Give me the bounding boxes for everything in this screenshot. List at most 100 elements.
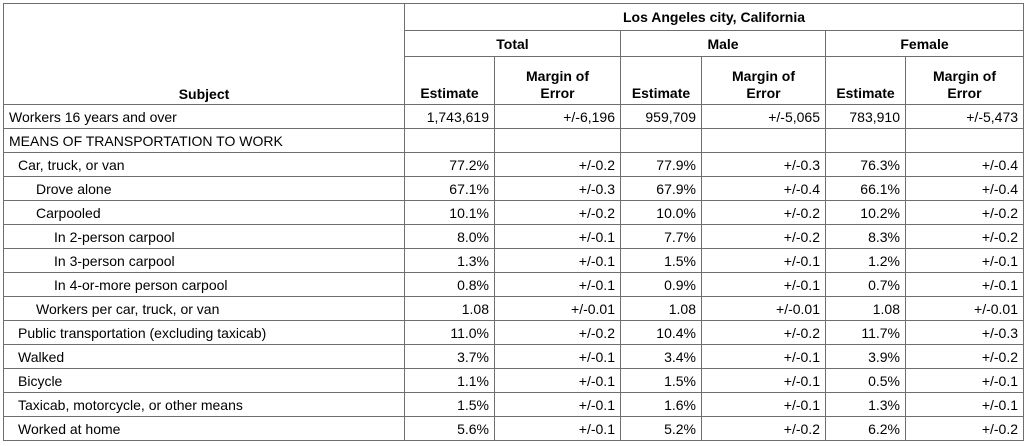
female-estimate-cell: 8.3%: [825, 224, 906, 249]
table-row: Worked at home 5.6% +/-0.1 5.2% +/-0.2 6.2% +/…: [3, 416, 1025, 441]
male-estimate-cell: 959,709: [620, 104, 702, 129]
row-label: Workers 16 years and over: [3, 104, 405, 129]
total-estimate-cell: 0.8%: [404, 272, 495, 297]
female-moe-cell: +/-0.01: [904, 296, 1025, 321]
row-label: Carpooled: [3, 200, 405, 225]
geography-header: Los Angeles city, California: [403, 3, 1025, 31]
male-moe-cell: +/-5,065: [701, 104, 826, 129]
row-label: Worked at home: [3, 416, 405, 441]
moe-header: Margin of Error: [701, 56, 826, 105]
table-row: In 3-person carpool 1.3% +/-0.1 1.5% +/-0.1 1…: [3, 248, 1025, 273]
total-estimate-cell: 1.1%: [404, 368, 495, 393]
female-estimate-cell: 0.5%: [825, 368, 906, 393]
total-estimate-cell: 8.0%: [404, 224, 495, 249]
table-row: In 4-or-more person carpool 0.8% +/-0.1 0.9…: [3, 272, 1025, 297]
male-moe-cell: +/-0.2: [701, 200, 826, 225]
estimate-header: Estimate: [620, 56, 702, 105]
female-moe-cell: +/-0.1: [904, 392, 1025, 417]
male-moe-cell: +/-0.4: [701, 176, 826, 201]
table-row: MEANS OF TRANSPORTATION TO WORK: [3, 128, 1025, 153]
male-moe-cell: +/-0.2: [701, 224, 826, 249]
moe-header-line1: Margin of: [732, 68, 795, 84]
male-moe-cell: +/-0.1: [701, 368, 826, 393]
female-moe-cell: +/-0.2: [904, 200, 1025, 225]
moe-header-line2: Error: [746, 85, 781, 101]
female-moe-cell: +/-0.2: [904, 344, 1025, 369]
total-moe-cell: +/-0.01: [494, 296, 621, 321]
female-estimate-cell: 783,910: [825, 104, 906, 129]
row-label: Bicycle: [3, 368, 405, 393]
total-estimate-cell: 1.08: [404, 296, 495, 321]
group-header-female: Female: [824, 30, 1025, 57]
moe-header-line1: Margin of: [526, 68, 589, 84]
female-moe-cell: +/-0.4: [904, 152, 1025, 177]
commute-data-table: Subject Los Angeles city, California Tot…: [3, 3, 1025, 441]
male-moe-cell: [701, 128, 826, 153]
male-estimate-cell: 1.5%: [620, 248, 702, 273]
total-estimate-cell: 67.1%: [404, 176, 495, 201]
total-estimate-cell: 77.2%: [404, 152, 495, 177]
female-moe-cell: +/-0.4: [904, 176, 1025, 201]
row-label: In 2-person carpool: [3, 224, 405, 249]
male-estimate-cell: 7.7%: [620, 224, 702, 249]
total-moe-cell: +/-0.2: [494, 320, 621, 345]
female-estimate-cell: 6.2%: [825, 416, 906, 441]
female-estimate-cell: 1.2%: [825, 248, 906, 273]
male-estimate-cell: 0.9%: [620, 272, 702, 297]
moe-header: Margin of Error: [904, 56, 1025, 105]
group-header-male: Male: [620, 30, 826, 57]
male-moe-cell: +/-0.1: [701, 272, 826, 297]
row-label: Public transportation (excluding taxicab…: [3, 320, 405, 345]
total-moe-cell: +/-0.1: [494, 248, 621, 273]
moe-header: Margin of Error: [494, 56, 621, 105]
row-label: MEANS OF TRANSPORTATION TO WORK: [3, 128, 405, 153]
male-estimate-cell: 1.5%: [620, 368, 702, 393]
moe-header-line1: Margin of: [933, 68, 996, 84]
male-estimate-cell: 10.0%: [620, 200, 702, 225]
estimate-header: Estimate: [404, 56, 495, 105]
female-moe-cell: +/-5,473: [904, 104, 1025, 129]
table-row: Drove alone 67.1% +/-0.3 67.9% +/-0.4 66.1% +/…: [3, 176, 1025, 201]
total-moe-cell: +/-0.1: [494, 368, 621, 393]
female-moe-cell: +/-0.2: [904, 224, 1025, 249]
female-moe-cell: +/-0.1: [904, 248, 1025, 273]
total-estimate-cell: 1,743,619: [404, 104, 495, 129]
total-moe-cell: +/-0.2: [494, 152, 621, 177]
table-body: Workers 16 years and over 1,743,619 +/-6,1…: [3, 104, 1025, 441]
row-label: Walked: [3, 344, 405, 369]
total-moe-cell: +/-0.1: [494, 392, 621, 417]
table-row: Public transportation (excluding taxicab…: [3, 320, 1025, 345]
male-estimate-cell: 1.6%: [620, 392, 702, 417]
total-moe-cell: +/-6,196: [494, 104, 621, 129]
total-estimate-cell: [404, 128, 495, 153]
male-estimate-cell: 1.08: [620, 296, 702, 321]
table-row: Workers per car, truck, or van 1.08 +/-0.0…: [3, 296, 1025, 321]
estimate-header: Estimate: [825, 56, 906, 105]
row-label: Car, truck, or van: [3, 152, 405, 177]
row-label: Drove alone: [3, 176, 405, 201]
total-estimate-cell: 1.5%: [404, 392, 495, 417]
female-moe-cell: +/-0.3: [904, 320, 1025, 345]
total-moe-cell: +/-0.1: [494, 344, 621, 369]
male-moe-cell: +/-0.1: [701, 344, 826, 369]
row-label: Taxicab, motorcycle, or other means: [3, 392, 405, 417]
male-moe-cell: +/-0.1: [701, 248, 826, 273]
subject-header: Subject: [3, 3, 405, 105]
total-moe-cell: +/-0.1: [494, 416, 621, 441]
female-estimate-cell: 3.9%: [825, 344, 906, 369]
male-estimate-cell: 3.4%: [620, 344, 702, 369]
male-moe-cell: +/-0.01: [701, 296, 826, 321]
female-moe-cell: +/-0.1: [904, 368, 1025, 393]
total-moe-cell: +/-0.1: [494, 224, 621, 249]
moe-header-line2: Error: [540, 85, 575, 101]
group-header-total: Total: [404, 30, 621, 57]
female-estimate-cell: 1.3%: [825, 392, 906, 417]
female-estimate-cell: 10.2%: [825, 200, 906, 225]
total-estimate-cell: 1.3%: [404, 248, 495, 273]
table-row: Taxicab, motorcycle, or other means 1.5% +…: [3, 392, 1025, 417]
male-estimate-cell: [620, 128, 702, 153]
table-row: In 2-person carpool 8.0% +/-0.1 7.7% +/-0.2 8…: [3, 224, 1025, 249]
male-moe-cell: +/-0.1: [701, 392, 826, 417]
row-label: In 3-person carpool: [3, 248, 405, 273]
male-estimate-cell: 5.2%: [620, 416, 702, 441]
